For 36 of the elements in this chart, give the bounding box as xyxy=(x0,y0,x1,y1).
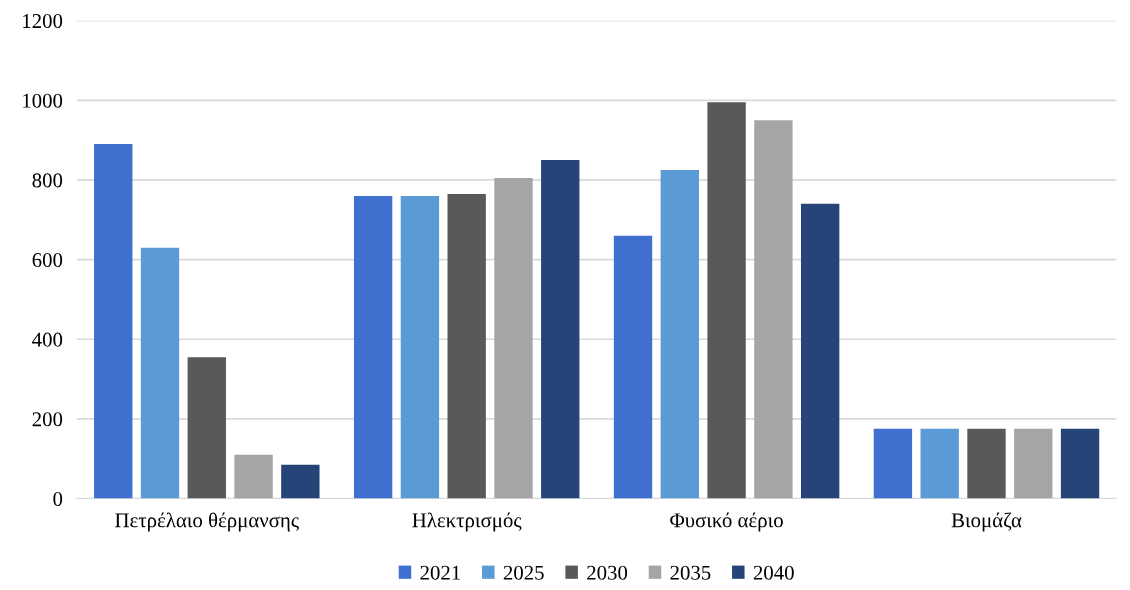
bar xyxy=(967,428,1006,499)
legend-label: 2035 xyxy=(670,565,711,580)
bar xyxy=(234,454,273,499)
y-tick-label: 600 xyxy=(32,252,63,268)
y-tick-label: 1200 xyxy=(23,14,63,29)
bar xyxy=(187,357,226,499)
bar xyxy=(873,428,913,499)
legend-label: 2030 xyxy=(587,565,628,580)
bar xyxy=(754,120,793,499)
bar xyxy=(541,160,580,499)
x-tick-label: Φυσικό αέριο xyxy=(670,512,783,532)
bar xyxy=(447,193,486,499)
legend-label: 2040 xyxy=(753,565,794,580)
bar xyxy=(353,195,393,499)
bar xyxy=(140,247,180,499)
bar xyxy=(660,169,699,499)
y-tick-label: 1000 xyxy=(23,93,63,108)
bar xyxy=(707,102,746,499)
bar xyxy=(94,144,133,499)
bar xyxy=(400,195,440,499)
bar xyxy=(920,428,959,499)
bar xyxy=(1014,428,1053,499)
y-tick-label: 200 xyxy=(32,412,63,427)
legend-label: 2021 xyxy=(420,565,460,580)
bar xyxy=(613,235,653,499)
y-tick-label: 800 xyxy=(32,173,63,188)
bar xyxy=(494,177,533,499)
legend-label: 2025 xyxy=(503,565,544,580)
x-tick-label: Πετρέλαιο θέρμανσης xyxy=(115,512,299,532)
bar xyxy=(800,203,840,499)
y-tick-label: 400 xyxy=(32,332,63,347)
x-tick-label: Βιομάζα xyxy=(951,512,1022,532)
bar xyxy=(281,464,320,499)
x-tick-label: Ηλεκτρισμός xyxy=(412,512,522,532)
y-tick-label: 0 xyxy=(53,491,63,506)
bar xyxy=(1060,428,1100,499)
